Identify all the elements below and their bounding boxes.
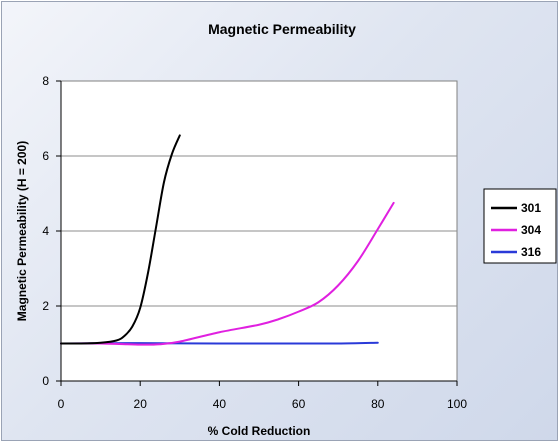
legend-label-304: 304: [521, 223, 541, 237]
legend-box: [483, 188, 557, 264]
x-tick-label: 0: [58, 397, 65, 411]
y-tick-label: 6: [42, 149, 49, 163]
legend: 301 304 316: [483, 188, 557, 264]
grid-lines: [61, 155, 457, 307]
x-tick-label: 80: [371, 397, 385, 411]
y-tick-label: 2: [42, 299, 49, 313]
legend-label-316: 316: [521, 245, 541, 259]
series-line-301: [60, 134, 181, 345]
legend-label-301: 301: [521, 201, 541, 215]
y-tick-label: 0: [42, 374, 49, 388]
x-tick-label: 20: [134, 397, 148, 411]
x-tick-label: 100: [447, 397, 467, 411]
y-tick-label: 4: [42, 224, 49, 238]
y-axis-label: Magnetic Permeability (H = 200): [15, 141, 29, 321]
y-tick-label: 8: [42, 74, 49, 88]
chart-title: Magnetic Permeability: [208, 21, 356, 37]
x-tick-label: 60: [292, 397, 306, 411]
x-axis-label: % Cold Reduction: [208, 424, 311, 438]
series-lines: [60, 134, 395, 346]
series-line-304: [60, 201, 395, 346]
series-line-316: [60, 341, 379, 345]
x-tick-label: 40: [213, 397, 227, 411]
